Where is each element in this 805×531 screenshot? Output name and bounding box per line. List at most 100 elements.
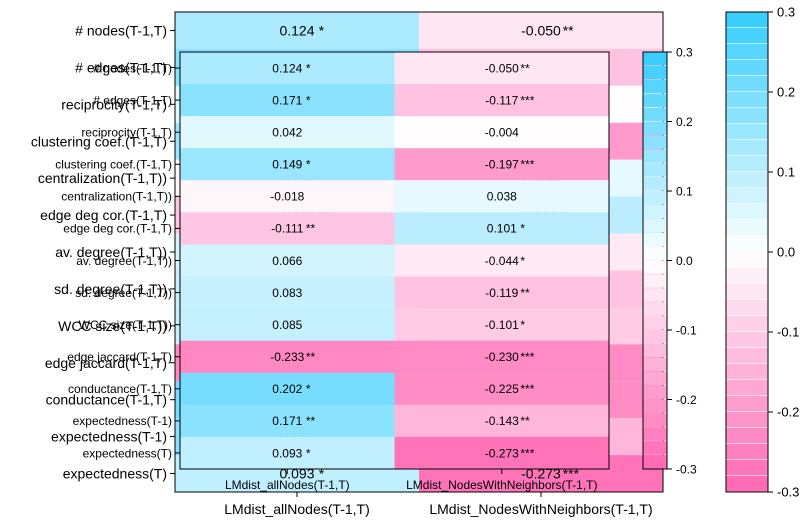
main-heatmap-cell-r0-c1	[419, 12, 663, 49]
main-colorbar-tick-label: 0.0	[777, 245, 795, 260]
overlay-heatmap-row-label: clustering coef.(T-1,T)	[55, 158, 172, 172]
overlay-heatmap-value-label: -0.117	[485, 93, 518, 107]
overlay-colorbar-tick-label: 0.1	[676, 184, 693, 198]
overlay-heatmap-significance-mark: **	[520, 286, 530, 300]
main-colorbar-swatch	[726, 252, 768, 268]
overlay-heatmap-cell-r8-c0	[180, 308, 395, 341]
main-colorbar-swatch	[726, 108, 768, 124]
overlay-heatmap-row-label: expectedness(T-1)	[73, 414, 172, 428]
overlay-heatmap-row-label: conductance(T-1,T)	[68, 382, 172, 396]
main-colorbar-swatch	[726, 428, 768, 444]
overlay-colorbar-swatch	[643, 357, 667, 372]
overlay-heatmap-value-label: -0.197	[485, 158, 519, 172]
main-colorbar-swatch	[726, 156, 768, 172]
main-colorbar-swatch	[726, 268, 768, 284]
main-colorbar-tick-label: -0.2	[777, 405, 799, 420]
main-heatmap-row-label: centralization(T-1,T))	[38, 170, 167, 186]
main-heatmap-significance-mark: *	[319, 23, 325, 39]
main-colorbar-swatch	[726, 412, 768, 428]
main-heatmap-row-label: conductance(T-1,T)	[46, 392, 167, 408]
overlay-heatmap-value-label: 0.101	[487, 222, 517, 236]
overlay-heatmap-cell-r2-c0	[180, 116, 395, 149]
main-heatmap-cell-r0-c0	[175, 12, 419, 49]
overlay-colorbar-swatch	[643, 343, 667, 358]
overlay-colorbar-tick-label: -0.3	[676, 462, 697, 476]
overlay-heatmap-cell-r9-c1	[394, 340, 609, 373]
overlay-colorbar-swatch	[643, 191, 667, 205]
main-colorbar-swatch	[726, 60, 768, 76]
overlay-heatmap-row-label: reciprocity(T-1,T)	[81, 126, 172, 140]
main-colorbar-swatch	[726, 444, 768, 460]
overlay-colorbar-swatch	[643, 204, 667, 219]
overlay-heatmap-value-label: -0.233	[270, 350, 304, 364]
overlay-heatmap-value-label: 0.085	[272, 318, 302, 332]
overlay-colorbar-swatch	[643, 93, 667, 107]
overlay-heatmap-value-label: 0.124	[272, 61, 302, 75]
overlay-heatmap-cell-r12-c1	[394, 436, 609, 469]
main-colorbar-swatch	[726, 300, 768, 316]
main-heatmap-row-label: sd. degree(T-1,T))	[54, 281, 167, 297]
overlay-heatmap-value-label: -0.004	[485, 126, 519, 140]
overlay-heatmap-value-label: 0.149	[272, 158, 302, 172]
overlay-heatmap-value-label: -0.018	[270, 190, 304, 204]
overlay-colorbar-swatch	[643, 52, 667, 66]
main-colorbar-swatch	[726, 28, 768, 44]
main-colorbar-swatch	[726, 44, 768, 60]
overlay-heatmap-value-label: 0.038	[487, 190, 517, 204]
overlay-colorbar-tick-label: 0.3	[676, 45, 693, 59]
overlay-heatmap-significance-mark: *	[306, 158, 311, 172]
overlay-heatmap-value-label: -0.225	[485, 382, 519, 396]
overlay-colorbar-tick-label: 0.2	[676, 115, 693, 129]
overlay-heatmap-significance-mark: *	[520, 222, 525, 236]
main-heatmap-column-label: LMdist_NodesWithNeighbors(T-1,T)	[429, 501, 652, 517]
overlay-colorbar-swatch	[643, 260, 667, 274]
main-colorbar-swatch	[726, 332, 768, 348]
overlay-colorbar-swatch	[643, 65, 667, 80]
main-heatmap-row-label: edge jaccard(T-1,T)	[45, 355, 167, 371]
overlay-heatmap-value-label: -0.111	[271, 222, 304, 236]
main-heatmap-row-label: WCC size(T-1,T))	[58, 318, 167, 334]
main-heatmap-row-label: # nodes(T-1,T)	[75, 23, 167, 39]
main-heatmap-column-label: LMdist_allNodes(T-1,T)	[224, 501, 370, 517]
main-colorbar-swatch	[726, 188, 768, 204]
overlay-heatmap-significance-mark: **	[520, 61, 530, 75]
main-colorbar-tick-label: -0.3	[777, 485, 799, 500]
main-colorbar-tick-label: -0.1	[777, 325, 799, 340]
overlay-heatmap-value-label: 0.083	[272, 286, 302, 300]
overlay-colorbar-swatch	[643, 149, 667, 163]
main-heatmap-significance-mark: *	[319, 466, 325, 482]
main-colorbar-swatch	[726, 380, 768, 396]
overlay-heatmap-cell-r4-c0	[180, 180, 395, 213]
main-colorbar-swatch	[726, 76, 768, 92]
overlay-colorbar-swatch	[643, 288, 667, 302]
main-heatmap-significance-mark: **	[563, 23, 574, 39]
main-colorbar-swatch	[726, 124, 768, 140]
overlay-heatmap-cell-r3-c1	[394, 148, 609, 181]
overlay-colorbar-swatch	[643, 163, 667, 177]
overlay-heatmap-value-label: -0.101	[485, 318, 519, 332]
main-heatmap-row-label: edge deg cor.(T-1,T)	[40, 207, 167, 223]
overlay-heatmap-cell-r11-c1	[394, 404, 609, 437]
main-colorbar-swatch	[726, 220, 768, 236]
overlay-heatmap-row-label: WCC size(T-1,T))	[79, 318, 172, 332]
overlay-heatmap-significance-mark: ***	[520, 446, 534, 460]
overlay-heatmap-cell-r7-c0	[180, 276, 395, 309]
main-colorbar-swatch	[726, 364, 768, 380]
overlay-heatmap-cell-r6-c0	[180, 244, 395, 277]
main-heatmap-row-label: av. degree(T-1,T))	[55, 244, 167, 260]
overlay-colorbar-swatch	[643, 427, 667, 441]
overlay-heatmap-significance-mark: ***	[520, 93, 534, 107]
overlay-heatmap-row-label: # nodes(T-1,T)	[93, 61, 172, 75]
overlay-colorbar-swatch	[643, 246, 667, 260]
overlay-heatmap-row-label: edge deg cor.(T-1,T)	[63, 222, 172, 236]
overlay-heatmap-row-label: expectedness(T)	[83, 446, 172, 460]
overlay-colorbar-tick-label: -0.1	[676, 323, 697, 337]
overlay-heatmap-significance-mark: **	[306, 414, 316, 428]
overlay-heatmap-significance-mark: ***	[520, 382, 534, 396]
overlay-heatmap-cell-r1-c1	[394, 84, 609, 117]
overlay-heatmap-significance-mark: **	[306, 350, 316, 364]
main-heatmap-row-label: expectedness(T)	[63, 466, 167, 482]
overlay-heatmap-column-label: LMdist_allNodes(T-1,T)	[225, 478, 350, 492]
main-colorbar-swatch	[726, 92, 768, 108]
